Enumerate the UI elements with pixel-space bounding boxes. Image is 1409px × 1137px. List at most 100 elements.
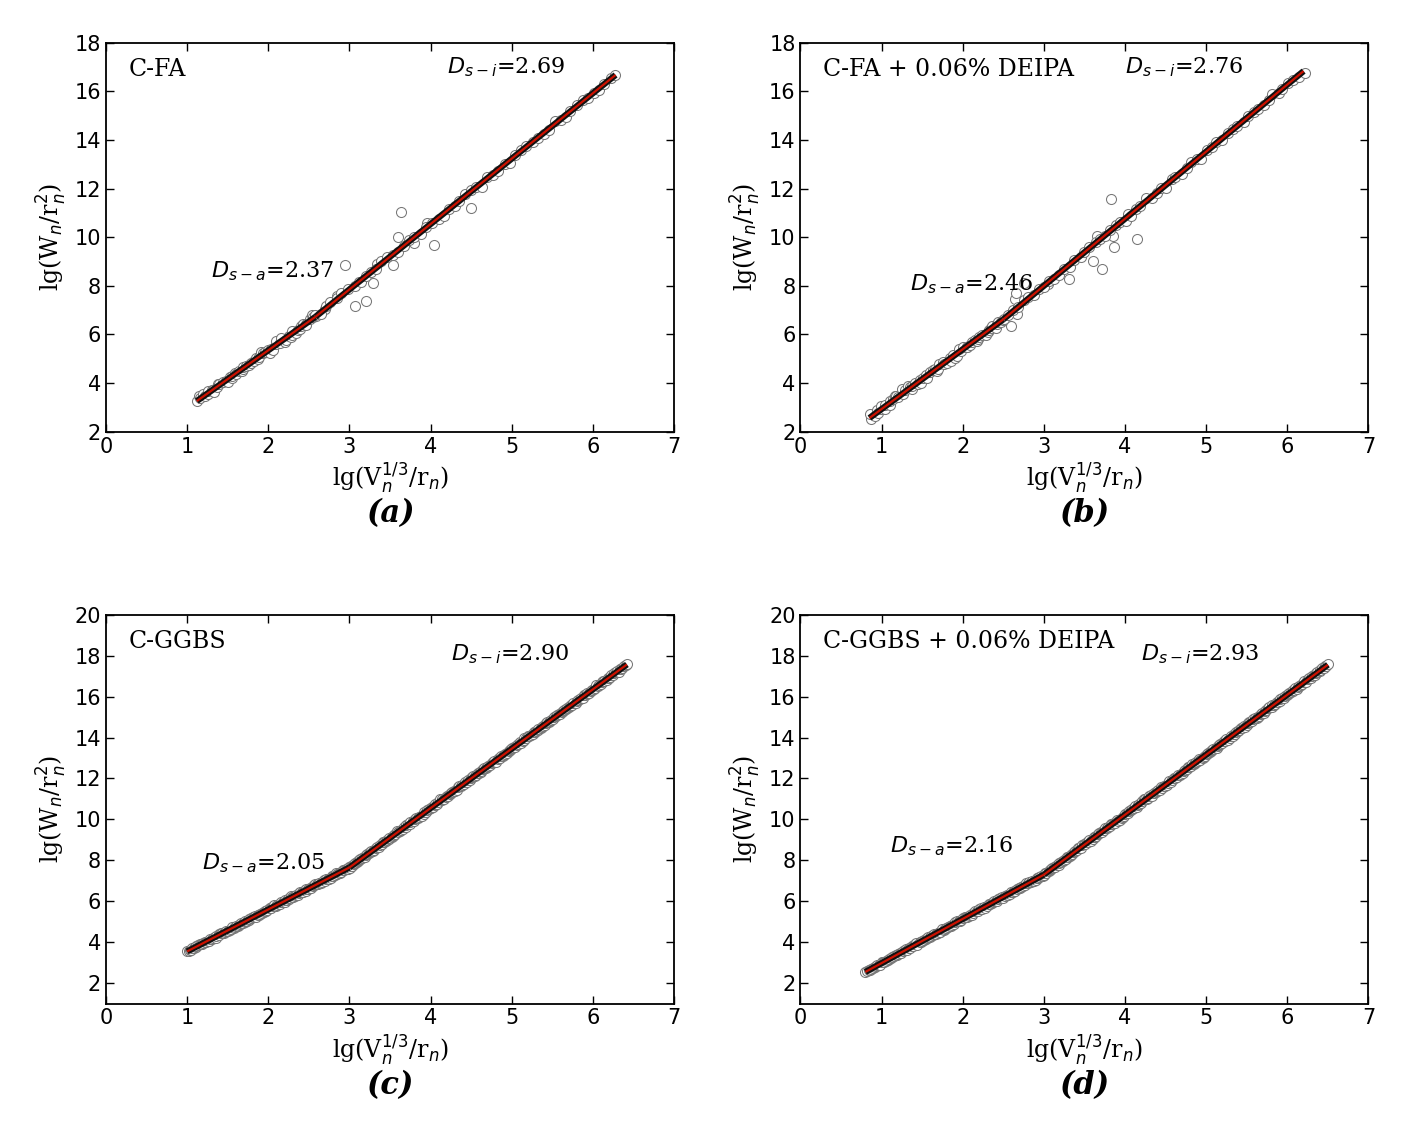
- Point: [1181, 755, 1203, 773]
- Point: [1134, 189, 1157, 207]
- Point: [416, 802, 438, 820]
- Point: [1198, 742, 1220, 761]
- Point: [1257, 698, 1279, 716]
- Point: [349, 273, 372, 291]
- Point: [334, 256, 356, 274]
- Point: [965, 902, 988, 920]
- Point: [403, 234, 426, 252]
- Point: [906, 375, 929, 393]
- Point: [900, 377, 923, 396]
- Point: [328, 864, 351, 882]
- Point: [1103, 814, 1126, 832]
- Point: [564, 694, 586, 712]
- Point: [471, 762, 493, 780]
- Point: [886, 945, 909, 963]
- Point: [218, 921, 241, 939]
- Point: [190, 936, 213, 954]
- Text: C-FA + 0.06% DEIPA: C-FA + 0.06% DEIPA: [823, 58, 1074, 81]
- Point: [967, 330, 989, 348]
- Point: [1254, 700, 1277, 719]
- Text: $D_{s-i}$=2.90: $D_{s-i}$=2.90: [451, 642, 569, 666]
- Point: [509, 733, 531, 752]
- Point: [448, 778, 471, 796]
- Point: [266, 896, 289, 914]
- Point: [1205, 739, 1227, 757]
- Point: [302, 878, 324, 896]
- Point: [889, 944, 912, 962]
- Point: [602, 666, 624, 684]
- Point: [473, 760, 496, 778]
- Point: [552, 703, 575, 721]
- Point: [1105, 216, 1127, 234]
- Point: [445, 780, 468, 798]
- Point: [368, 838, 390, 856]
- Point: [1272, 689, 1295, 707]
- Point: [878, 397, 900, 415]
- Point: [362, 274, 385, 292]
- Point: [294, 881, 317, 899]
- Point: [1195, 141, 1217, 159]
- Point: [206, 927, 228, 945]
- Point: [383, 824, 406, 843]
- Point: [258, 899, 280, 918]
- Point: [1085, 227, 1107, 246]
- Point: [306, 875, 328, 894]
- Point: [420, 798, 442, 816]
- Point: [1109, 213, 1131, 231]
- Point: [1116, 205, 1138, 223]
- Point: [524, 722, 547, 740]
- Point: [395, 816, 417, 835]
- Point: [488, 161, 510, 180]
- Point: [1246, 707, 1268, 725]
- Point: [355, 846, 378, 864]
- Point: [499, 740, 521, 758]
- Point: [1216, 731, 1239, 749]
- Point: [1148, 778, 1171, 796]
- Point: [1141, 785, 1164, 803]
- Point: [523, 723, 545, 741]
- Point: [282, 888, 304, 906]
- Point: [1012, 274, 1034, 292]
- Point: [1033, 866, 1055, 885]
- Point: [600, 666, 623, 684]
- Point: [986, 313, 1009, 331]
- Point: [461, 769, 483, 787]
- Point: [864, 958, 886, 977]
- Text: $D_{s-i}$=2.93: $D_{s-i}$=2.93: [1141, 642, 1258, 666]
- Point: [573, 687, 596, 705]
- Point: [1186, 750, 1209, 769]
- Point: [386, 229, 409, 247]
- Point: [265, 332, 287, 350]
- Point: [416, 214, 438, 232]
- Point: [1067, 839, 1089, 857]
- Point: [1140, 189, 1162, 207]
- Point: [310, 873, 333, 891]
- Point: [254, 342, 276, 360]
- Point: [245, 907, 268, 926]
- Point: [940, 915, 962, 933]
- Point: [197, 382, 220, 400]
- Point: [864, 957, 886, 976]
- Point: [393, 238, 416, 256]
- Point: [1006, 298, 1029, 316]
- Point: [586, 677, 609, 695]
- Point: [176, 941, 199, 960]
- Point: [938, 918, 961, 936]
- Point: [1154, 777, 1177, 795]
- Point: [976, 895, 999, 913]
- Point: [926, 360, 948, 379]
- Point: [1033, 864, 1055, 882]
- Point: [201, 929, 224, 947]
- Point: [857, 961, 879, 979]
- Point: [1285, 680, 1308, 698]
- Point: [885, 946, 907, 964]
- Point: [189, 935, 211, 953]
- Text: (b): (b): [1058, 498, 1109, 529]
- Point: [1200, 740, 1223, 758]
- Point: [194, 932, 217, 951]
- Point: [1060, 846, 1082, 864]
- Point: [449, 777, 472, 795]
- Point: [1213, 731, 1236, 749]
- Point: [462, 767, 485, 786]
- Point: [496, 744, 519, 762]
